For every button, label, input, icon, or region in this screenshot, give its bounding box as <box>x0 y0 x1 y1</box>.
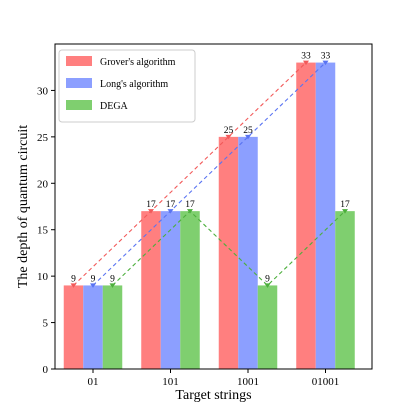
data-label-0-1: 17 <box>146 200 156 210</box>
legend-label-2: DEGA <box>100 101 129 112</box>
marker-2-1 <box>187 209 193 214</box>
bar-1-3 <box>315 62 336 369</box>
data-label-1-1: 17 <box>166 200 176 210</box>
bar-1-2 <box>238 136 258 369</box>
y-axis: 0 5 10 15 20 25 30 <box>37 85 55 376</box>
legend-swatch-1 <box>66 78 92 88</box>
bar-1-0 <box>83 285 103 369</box>
marker-0-1 <box>148 209 154 214</box>
data-label-2-0: 9 <box>110 274 115 284</box>
data-label-2-3: 17 <box>340 200 350 210</box>
bar-2-2 <box>257 285 278 369</box>
legend-swatch-2 <box>66 100 92 110</box>
y-tick-label-10: 10 <box>37 271 49 283</box>
marker-1-2 <box>245 134 251 140</box>
bars-layer <box>63 62 355 369</box>
bar-0-0 <box>63 285 84 369</box>
x-axis: 01 101 1001 01001 <box>88 369 340 388</box>
data-label-0-2: 25 <box>224 126 234 136</box>
data-label-1-2: 25 <box>243 126 253 136</box>
trend-lines-layer <box>70 60 348 288</box>
trend-line-2 <box>112 210 346 287</box>
plot-frame <box>54 43 373 370</box>
bar-2-3 <box>335 211 355 369</box>
x-tick-label-3: 01001 <box>312 376 340 388</box>
marker-1-0 <box>90 283 96 288</box>
marker-1-3 <box>322 60 329 66</box>
trend-line-0 <box>73 62 307 286</box>
marker-2-0 <box>109 283 116 288</box>
data-labels-layer: 9 17 25 33 9 17 25 33 9 17 9 17 <box>71 52 350 285</box>
data-label-1-0: 9 <box>91 274 96 284</box>
y-tick-label-25: 25 <box>37 132 49 144</box>
legend-label-0: Grover's algorithm <box>100 57 176 68</box>
data-label-0-0: 9 <box>71 274 76 284</box>
bar-2-0 <box>102 285 123 369</box>
data-label-2-2: 9 <box>265 274 270 284</box>
bar-1-1 <box>160 211 181 369</box>
bar-0-1 <box>141 211 161 369</box>
y-tick-label-5: 5 <box>43 318 49 330</box>
y-axis-title: The depth of quantum circuit <box>16 125 31 288</box>
data-label-1-3: 33 <box>321 52 331 62</box>
y-tick-label-20: 20 <box>37 178 49 190</box>
x-tick-label-1: 101 <box>162 376 179 388</box>
bar-0-2 <box>218 136 239 369</box>
legend-box <box>58 49 196 123</box>
y-tick-label-15: 15 <box>37 225 49 237</box>
marker-0-0 <box>70 283 77 288</box>
legend: Grover's algorithm Long's algorithm DEGA <box>58 49 196 123</box>
data-label-0-3: 33 <box>301 52 311 62</box>
data-label-2-1: 17 <box>185 200 195 210</box>
legend-label-1: Long's algorithm <box>100 79 168 90</box>
y-tick-label-30: 30 <box>37 85 49 97</box>
bar-2-1 <box>180 211 200 369</box>
bar-0-3 <box>296 62 316 369</box>
marker-0-3 <box>303 60 309 66</box>
marker-0-2 <box>225 134 232 140</box>
x-axis-title: Target strings <box>175 388 251 403</box>
x-tick-label-0: 01 <box>88 376 99 388</box>
legend-swatch-0 <box>66 56 92 66</box>
trend-line-1 <box>92 62 326 286</box>
marker-2-3 <box>342 209 348 214</box>
marker-2-2 <box>264 283 271 288</box>
x-tick-label-2: 1001 <box>237 376 259 388</box>
y-tick-label-0: 0 <box>43 364 49 376</box>
marker-1-1 <box>167 209 174 214</box>
